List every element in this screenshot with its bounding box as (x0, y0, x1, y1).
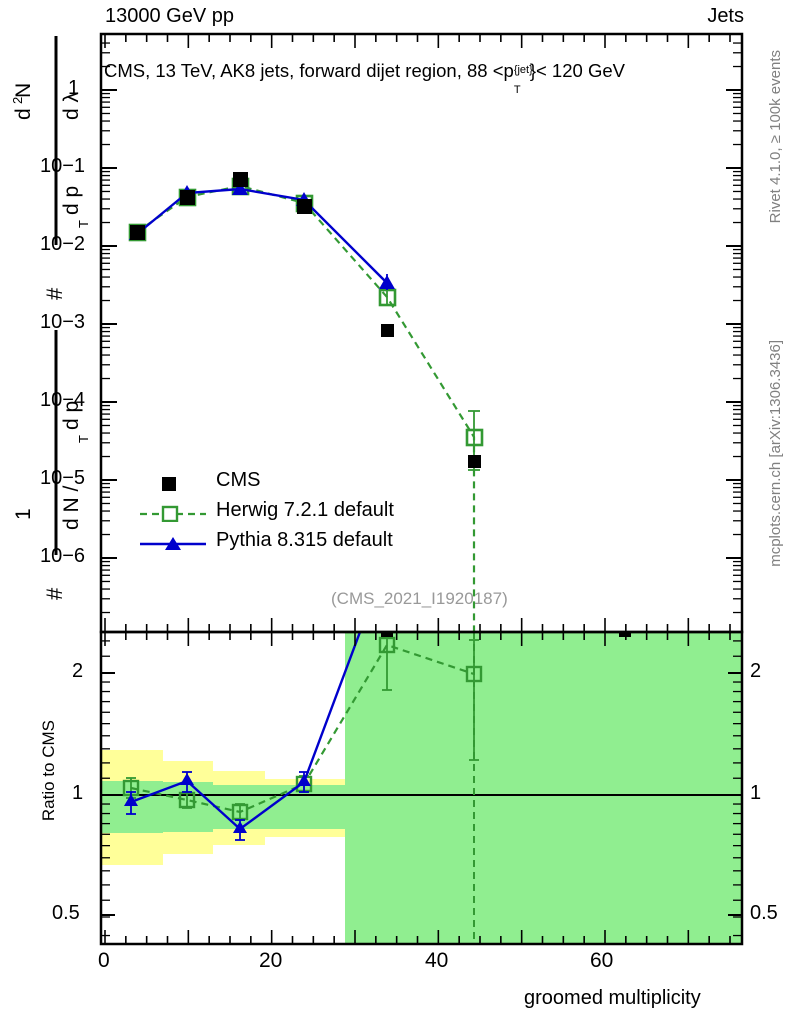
analysis-watermark: (CMS_2021_I1920187) (331, 589, 508, 608)
main-y-minor-ticks (101, 42, 742, 614)
ratio-curves (122, 632, 631, 944)
header-beam-label: 13000 GeV pp (105, 5, 234, 27)
band-inner-5 (345, 632, 742, 944)
main-y-major-ticks (101, 89, 742, 559)
xtick-20: 20 (259, 949, 283, 972)
plot-title-superscript: {jet} (513, 64, 533, 76)
ytick-main-6: 10−6 (40, 545, 86, 567)
ylabel-token-dpt2: d p (60, 401, 83, 430)
ytick-main-2: 10−2 (40, 233, 86, 255)
ylabel-token-hash1: # (42, 287, 67, 300)
band-inner-3 (213, 785, 265, 829)
main-x-ticks (104, 34, 731, 632)
ylabel-token-dpt: d p (60, 186, 83, 215)
ytick-main-5: 10−5 (40, 467, 86, 489)
ytick-main-3: 10−3 (40, 311, 86, 333)
header-category-label: Jets (707, 5, 744, 27)
ytick-ratio-left-2: 2 (72, 660, 84, 682)
cms-markers (130, 172, 481, 468)
y-axis-label-main: d λ d p T d 2 N # d p T d N / 1 # (0, 0, 100, 620)
herwig-line (136, 184, 476, 632)
xtick-40: 40 (425, 949, 449, 972)
ratio-pythia-markers (124, 773, 311, 833)
plot-title-main: CMS, 13 TeV, AK8 jets, forward dijet reg… (104, 60, 514, 81)
ytick-ratio-left-1: 1 (72, 782, 84, 804)
pythia-markers (129, 181, 395, 289)
plot-title: CMS, 13 TeV, AK8 jets, forward dijet reg… (104, 60, 625, 95)
ytick-ratio-right-1: 1 (750, 782, 762, 804)
ytick-ratio-left-05: 0.5 (52, 902, 80, 924)
ytick-main-4: 10−4 (40, 389, 86, 411)
ylabel-token-d2n-sup: 2 (10, 97, 25, 104)
ytick-ratio-right-2: 2 (750, 660, 762, 682)
ylabel-token-dpt-sub: T (76, 220, 91, 228)
legend-label-herwig: Herwig 7.2.1 default (216, 499, 394, 521)
ytick-main-1: 10−1 (40, 155, 86, 177)
legend-label-pythia: Pythia 8.315 default (216, 529, 393, 551)
ratio-panel-frame (99, 630, 744, 946)
ytick-ratio-right-05: 0.5 (750, 902, 778, 924)
plot-title-subscript: T (513, 84, 521, 96)
band-inner-1 (101, 781, 163, 833)
x-axis-label: groomed multiplicity (524, 987, 701, 1009)
xtick-60: 60 (590, 949, 614, 972)
legend-marker-herwig (140, 505, 206, 522)
plot-title-tail: }< 120 GeV (529, 60, 625, 81)
ylabel-token-dn: d N / (60, 485, 83, 530)
ylabel-token-one: 1 (12, 508, 35, 520)
ratio-uncertainty-bands (101, 632, 742, 944)
ylabel-token-hash2: # (42, 587, 67, 600)
ratio-herwig-line (130, 643, 475, 814)
ylabel-token-d2n: d (12, 108, 35, 120)
ylabel-token-dpt2-sub: T (76, 435, 91, 443)
xtick-0: 0 (98, 949, 110, 972)
ratio-cms-markers (381, 632, 631, 637)
ratio-x-ticks (104, 632, 731, 944)
legend-marker-cms (162, 477, 176, 491)
ylabel-token-n1: N (12, 83, 35, 98)
main-curves (128, 172, 484, 632)
legend-marker-pythia (140, 537, 206, 550)
herwig-markers (128, 177, 484, 447)
ytick-main-0: 1 (68, 77, 80, 99)
legend-label-cms: CMS (216, 469, 261, 491)
ratio-y-minor-ticks (101, 640, 742, 937)
ylabel-token-dlambda: d λ (60, 91, 83, 120)
pythia-line (136, 187, 388, 284)
